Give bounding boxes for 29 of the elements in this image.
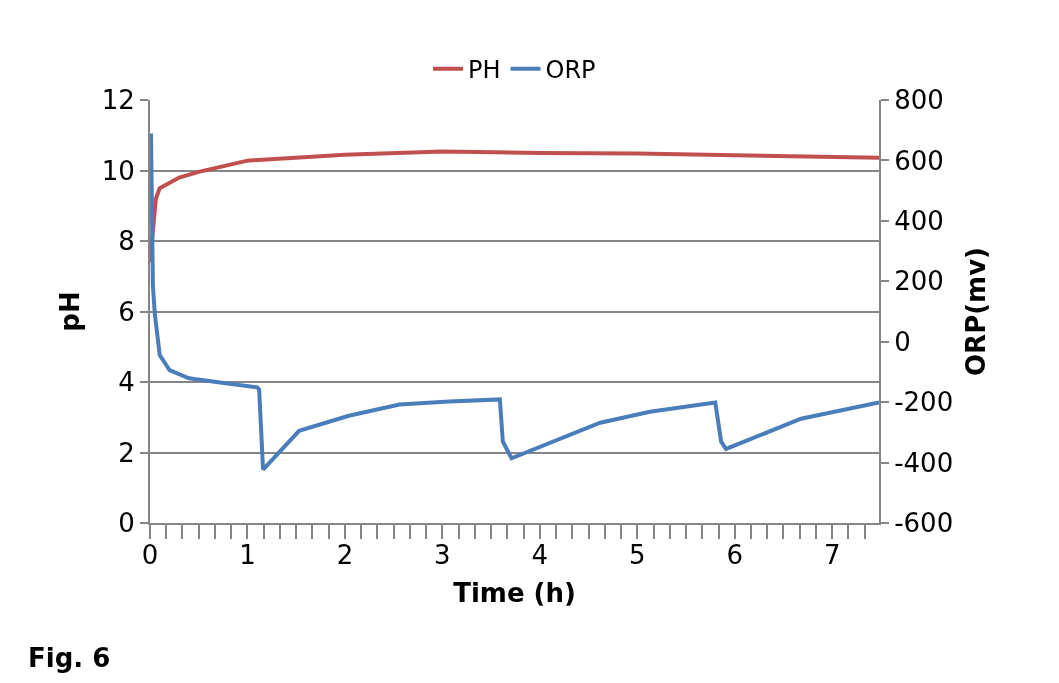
y2-tick-label: 800 <box>894 85 944 116</box>
y-tick-label: 0 <box>118 508 135 539</box>
y2-tick-label: 400 <box>894 205 944 236</box>
x-tick-label: 0 <box>141 540 159 571</box>
x-axis-title: Time (h) <box>453 578 576 609</box>
y2-tick-label: 0 <box>894 326 911 357</box>
y2-tick-label: 600 <box>894 145 944 176</box>
y-axis-title: pH <box>54 291 85 332</box>
x-tick-label: 5 <box>629 540 646 571</box>
y2-tick-label: -400 <box>894 447 954 478</box>
y2-tick-label: -600 <box>894 508 954 539</box>
y-tick-label: 6 <box>118 296 135 327</box>
x-tick-label: 2 <box>336 540 354 571</box>
x-tick-label: 6 <box>726 540 744 571</box>
legend-label: ORP <box>545 56 596 84</box>
y-tick-label: 4 <box>118 367 135 398</box>
x-tick-label: 4 <box>531 540 549 571</box>
y-tick-label: 10 <box>101 155 135 186</box>
y-tick-label: 2 <box>118 437 135 468</box>
legend-label: PH <box>468 56 501 84</box>
x-tick-label: 1 <box>239 540 256 571</box>
y2-tick-label: -200 <box>894 387 954 418</box>
x-tick-label: 3 <box>434 540 451 571</box>
y-tick-label: 12 <box>101 85 135 116</box>
y-tick-label: 8 <box>118 226 135 257</box>
y2-tick-label: 200 <box>894 266 944 297</box>
y2-axis-title: ORP(mv) <box>961 247 992 376</box>
x-tick-label: 7 <box>823 540 841 571</box>
caption: Fig. 6 <box>28 643 111 673</box>
